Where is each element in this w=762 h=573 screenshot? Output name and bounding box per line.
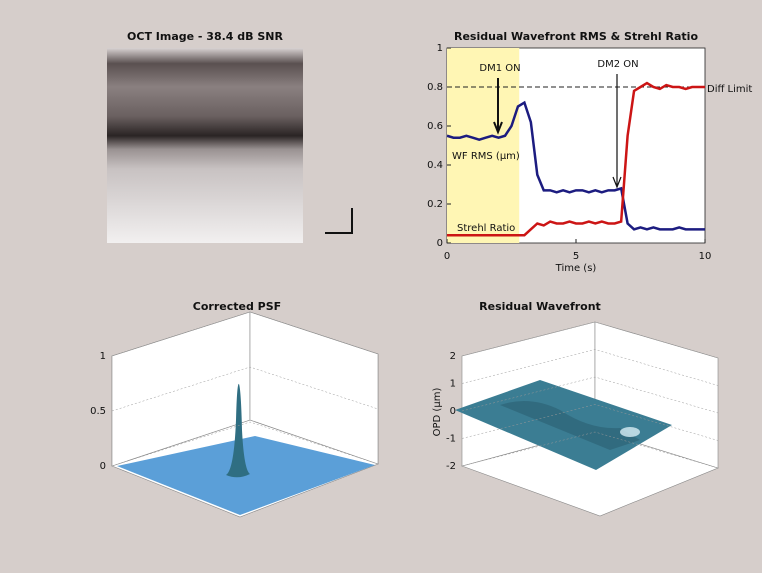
- z-tick-label: 0: [450, 406, 456, 417]
- panel-title: Corrected PSF: [193, 300, 281, 313]
- z-tick-label: -1: [446, 434, 456, 445]
- panel-title: Residual Wavefront RMS & Strehl Ratio: [454, 30, 698, 43]
- y-tick-label: 1: [437, 43, 443, 54]
- x-tick-label: 10: [699, 251, 712, 262]
- z-tick-label: 2: [450, 351, 456, 362]
- x-axis-label: Time (s): [555, 263, 597, 274]
- annotation: DM2 ON: [597, 59, 638, 70]
- surface-highlight: [620, 427, 640, 437]
- z-tick-label: 0: [100, 461, 106, 472]
- panel-title: OCT Image - 38.4 dB SNR: [127, 30, 283, 43]
- figure: OCT Image - 38.4 dB SNR Residual Wavefro…: [0, 0, 762, 573]
- z-axis-label: OPD (μm): [432, 388, 443, 437]
- series-label: Strehl Ratio: [457, 223, 515, 234]
- annotation: Diff Limit: [707, 84, 752, 95]
- x-tick-label: 0: [444, 251, 450, 262]
- annotation: DM1 ON: [479, 63, 520, 74]
- z-tick-label: 1: [450, 379, 456, 390]
- oct-image: [107, 48, 303, 243]
- y-tick-label: 0.6: [427, 121, 443, 132]
- y-tick-label: 0.2: [427, 199, 443, 210]
- panel-title: Residual Wavefront: [479, 300, 601, 313]
- series-label: WF RMS (μm): [452, 151, 520, 162]
- shaded-region: [447, 48, 519, 243]
- y-tick-label: 0.8: [427, 82, 443, 93]
- y-tick-label: 0.4: [427, 160, 443, 171]
- y-tick-label: 0: [437, 238, 443, 249]
- z-tick-label: -2: [446, 461, 456, 472]
- z-tick-label: 0.5: [90, 406, 106, 417]
- x-tick-label: 5: [573, 251, 579, 262]
- z-tick-label: 1: [100, 351, 106, 362]
